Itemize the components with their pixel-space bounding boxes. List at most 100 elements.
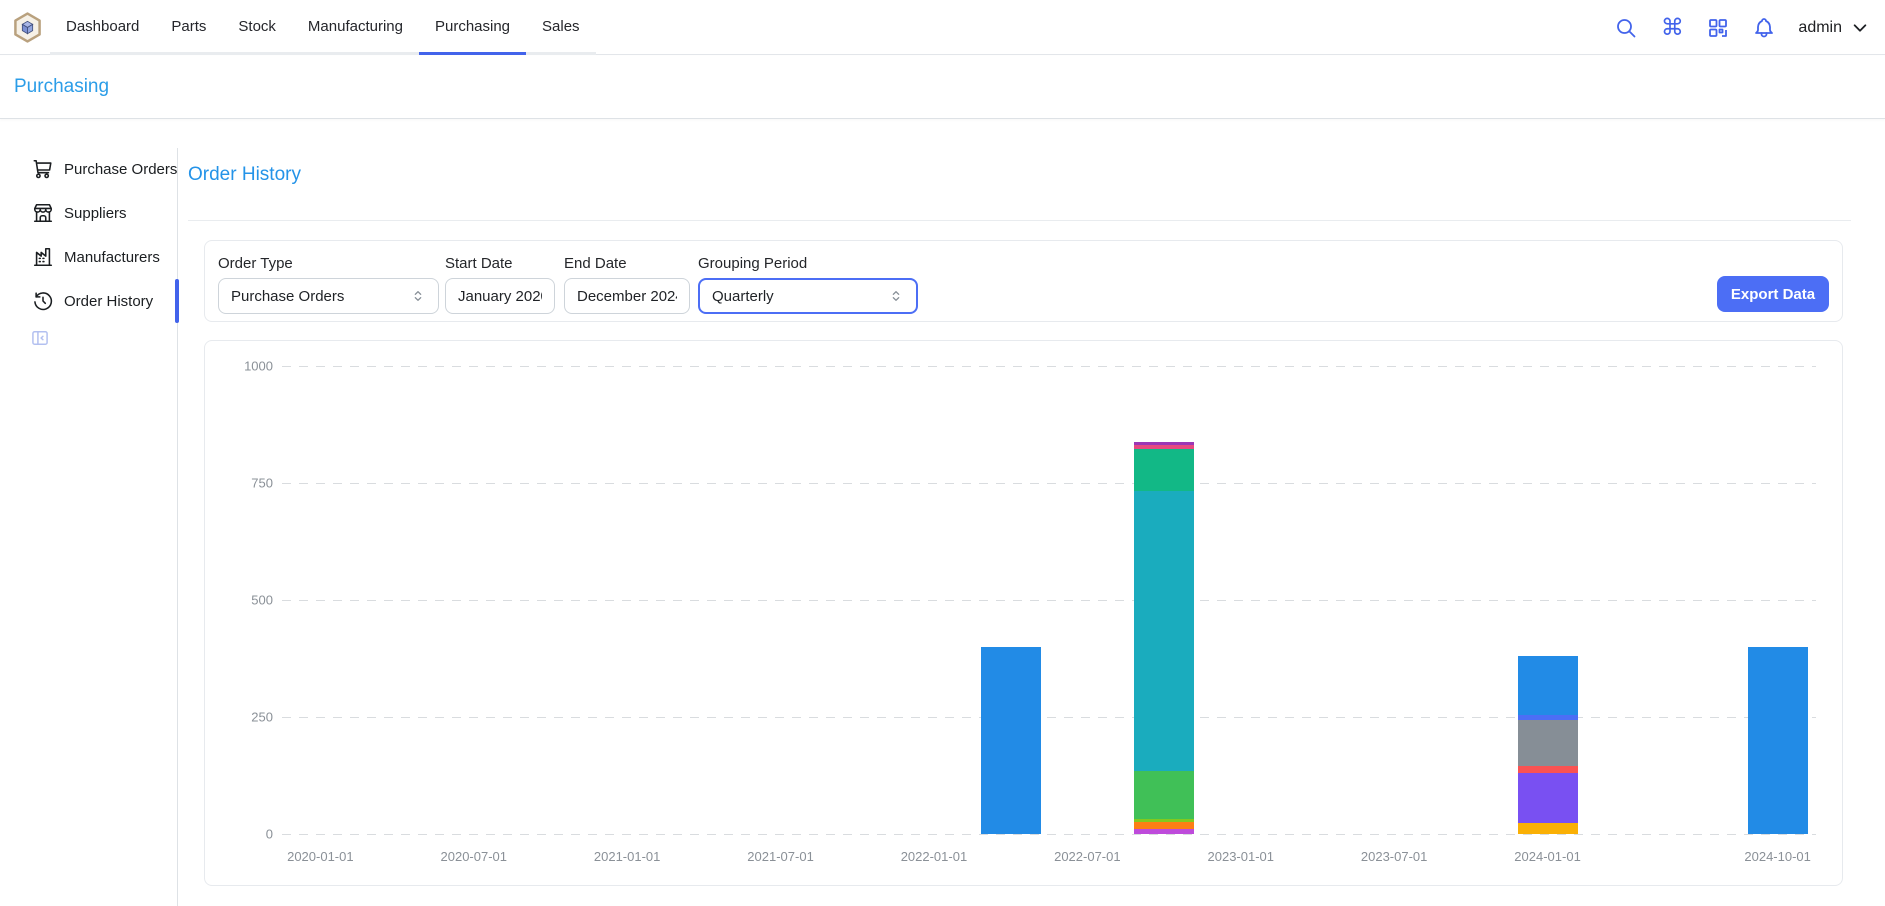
sidebar-active-indicator (175, 279, 179, 323)
bar-segment[interactable] (1134, 445, 1195, 449)
stacked-bar-2024-01-01[interactable] (1517, 655, 1578, 834)
sidebar-item-label: Manufacturers (64, 248, 160, 266)
tab-label: Parts (171, 17, 207, 35)
tab-label: Dashboard (66, 17, 140, 35)
end-date-label: End Date (564, 255, 627, 272)
tab-label: Sales (542, 17, 580, 35)
selector-chevrons-icon (892, 291, 900, 301)
grouping-period-label: Grouping Period (698, 255, 808, 272)
y-axis-tick-label: 1000 (244, 358, 273, 374)
tab-label: Purchasing (434, 17, 511, 35)
main-nav-tabs: Dashboard Parts Stock Manufacturing Purc… (50, 0, 596, 55)
tab-label: Stock (238, 17, 276, 35)
end-date-input[interactable] (564, 278, 690, 314)
bar-segment[interactable] (1134, 828, 1195, 834)
bar-segment[interactable] (1517, 772, 1578, 823)
tab-sales[interactable]: Sales (526, 0, 596, 55)
sidebar-item-label: Suppliers (64, 204, 127, 222)
app-logo-icon[interactable] (12, 12, 43, 43)
x-axis-tick-label: 2021-01-01 (593, 849, 661, 864)
y-axis-tick-label: 250 (251, 709, 273, 725)
order-history-chart-card: 0 250 500 750 1000 2020-01-01 2020-07-01 2021-0… (204, 340, 1843, 886)
bar-segment[interactable] (1134, 770, 1195, 820)
tab-parts[interactable]: Parts (155, 0, 222, 55)
qrcode-scan-icon[interactable] (1706, 16, 1730, 40)
bar-segment[interactable] (1517, 765, 1578, 773)
y-gridline (282, 717, 1816, 718)
bar-segment[interactable] (1517, 655, 1578, 715)
bar-segment[interactable] (1517, 822, 1578, 834)
y-axis-tick-label: 750 (251, 475, 273, 491)
bar-segment[interactable] (1134, 490, 1195, 771)
building-store-icon (33, 203, 53, 223)
x-axis-tick-label: 2022-07-01 (1054, 849, 1121, 864)
sidebar-item-label: Order History (64, 292, 154, 310)
factory-icon (33, 247, 53, 267)
sidebar-item-suppliers[interactable]: Suppliers (24, 191, 174, 235)
bar-segment[interactable] (1134, 821, 1195, 829)
bar-segment[interactable] (1517, 714, 1578, 720)
bar-segment[interactable] (1134, 448, 1195, 491)
start-date-input[interactable] (445, 278, 555, 314)
breadcrumb: Purchasing (0, 56, 1885, 119)
export-data-button[interactable]: Export Data (1717, 276, 1829, 312)
order-history-chart: 0 250 500 750 1000 2020-01-01 2020-07-01 2021-0… (205, 341, 1844, 887)
grouping-period-field: Grouping Period Quarterly (698, 255, 918, 314)
bar-segment[interactable] (1517, 719, 1578, 766)
header-actions: ⌘ admin (1614, 0, 1869, 55)
stacked-bar-2022-04-01[interactable] (980, 646, 1041, 834)
x-axis-tick-label: 2023-01-01 (1207, 849, 1275, 864)
grouping-period-select[interactable]: Quarterly (698, 278, 918, 314)
sidebar-divider (177, 148, 178, 906)
sidebar: Purchase Orders Suppliers Manufacturers (24, 147, 178, 323)
sidebar-item-label: Purchase Orders (64, 160, 178, 178)
sidebar-item-manufacturers[interactable]: Manufacturers (24, 235, 174, 279)
sidebar-item-order-history[interactable]: Order History (24, 279, 174, 323)
page-title: Order History (188, 164, 301, 185)
bell-icon[interactable] (1752, 16, 1776, 40)
tab-label: Manufacturing (307, 17, 403, 35)
y-axis-tick-label: 500 (251, 592, 273, 608)
start-date-label: Start Date (445, 255, 513, 272)
bar-segment[interactable] (980, 646, 1041, 834)
end-date-field: End Date (564, 255, 690, 314)
search-icon[interactable] (1614, 16, 1638, 40)
order-type-select[interactable]: Purchase Orders (218, 278, 439, 314)
shopping-cart-icon (33, 159, 52, 179)
sidebar-item-purchase-orders[interactable]: Purchase Orders (24, 147, 178, 191)
user-menu[interactable]: admin (1798, 19, 1869, 37)
y-gridline (282, 366, 1816, 367)
x-axis-tick-label: 2022-01-01 (900, 849, 968, 864)
filter-panel: Order Type Purchase Orders Start Date En… (204, 240, 1843, 322)
command-icon[interactable]: ⌘ (1660, 14, 1684, 41)
x-axis-tick-label: 2020-01-01 (287, 849, 354, 864)
stacked-bar-2024-10-01[interactable] (1747, 646, 1808, 834)
y-gridline (282, 483, 1816, 484)
x-axis-tick-label: 2020-07-01 (440, 849, 508, 864)
history-icon (34, 292, 53, 311)
x-axis-tick-label: 2024-01-01 (1514, 849, 1581, 864)
sidebar-collapse-icon[interactable] (30, 328, 50, 348)
start-date-field: Start Date (445, 255, 555, 314)
grouping-period-value: Quarterly (712, 287, 774, 305)
chevron-down-icon (1853, 23, 1867, 32)
title-divider (188, 220, 1851, 221)
order-type-label: Order Type (218, 255, 293, 272)
order-type-value: Purchase Orders (231, 287, 345, 305)
selector-chevrons-icon (414, 291, 422, 301)
x-axis-tick-label: 2021-07-01 (747, 849, 814, 864)
tab-stock[interactable]: Stock (222, 0, 292, 55)
order-type-field: Order Type Purchase Orders (218, 255, 439, 314)
bar-segment[interactable] (1747, 646, 1808, 834)
tab-dashboard[interactable]: Dashboard (50, 0, 155, 55)
y-gridline (282, 834, 1816, 835)
app-header: Dashboard Parts Stock Manufacturing Purc… (0, 0, 1885, 55)
bar-segment[interactable] (1134, 819, 1195, 822)
breadcrumb-purchasing-link[interactable]: Purchasing (14, 76, 110, 97)
bar-segment[interactable] (1134, 441, 1195, 446)
tab-purchasing[interactable]: Purchasing (418, 0, 527, 55)
stacked-bar-2022-10-01[interactable] (1134, 441, 1195, 834)
tab-manufacturing[interactable]: Manufacturing (292, 0, 419, 55)
username: admin (1798, 18, 1842, 36)
